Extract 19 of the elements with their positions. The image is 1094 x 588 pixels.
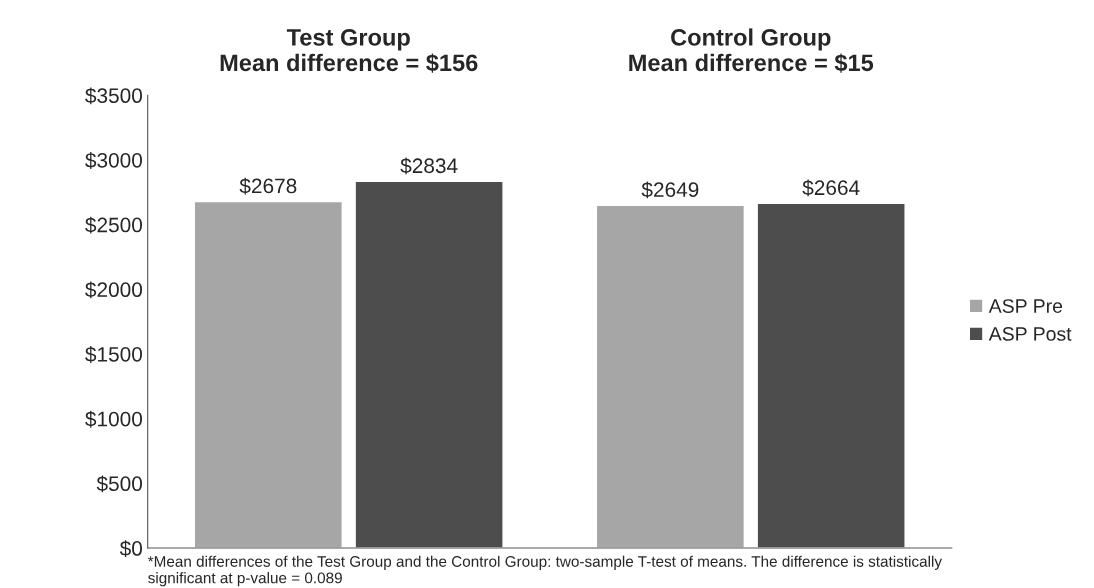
y-tick-label: $3000 xyxy=(85,152,143,169)
x-tick-label: Control Group Mean difference = $15 xyxy=(629,28,874,73)
y-tick-label: $1000 xyxy=(85,410,143,428)
x-tick-label: Test Group Mean difference = $156 xyxy=(220,28,478,73)
y-tick-label: $1500 xyxy=(85,346,143,363)
bar xyxy=(595,204,746,549)
text: $2664 xyxy=(802,179,860,197)
text: $2649 xyxy=(641,181,699,199)
y-tick-label: $3500 xyxy=(85,87,143,105)
text: $2834 xyxy=(400,157,458,175)
y-tick-label: $2500 xyxy=(85,216,143,234)
legend-label: ASP Post xyxy=(988,327,1072,341)
y-tick-label: $0 xyxy=(119,540,143,558)
y-tick-label: $2000 xyxy=(85,281,143,299)
text: $2678 xyxy=(239,177,297,195)
text: *Mean differences of the Test Group and the Control Group: two-sample T-test of means. The difference is statistically significant at p-value = 0.089 xyxy=(147,555,942,587)
y-tick-label: $500 xyxy=(96,475,143,493)
legend-label: ASP Pre xyxy=(988,299,1063,313)
bar xyxy=(193,200,343,549)
